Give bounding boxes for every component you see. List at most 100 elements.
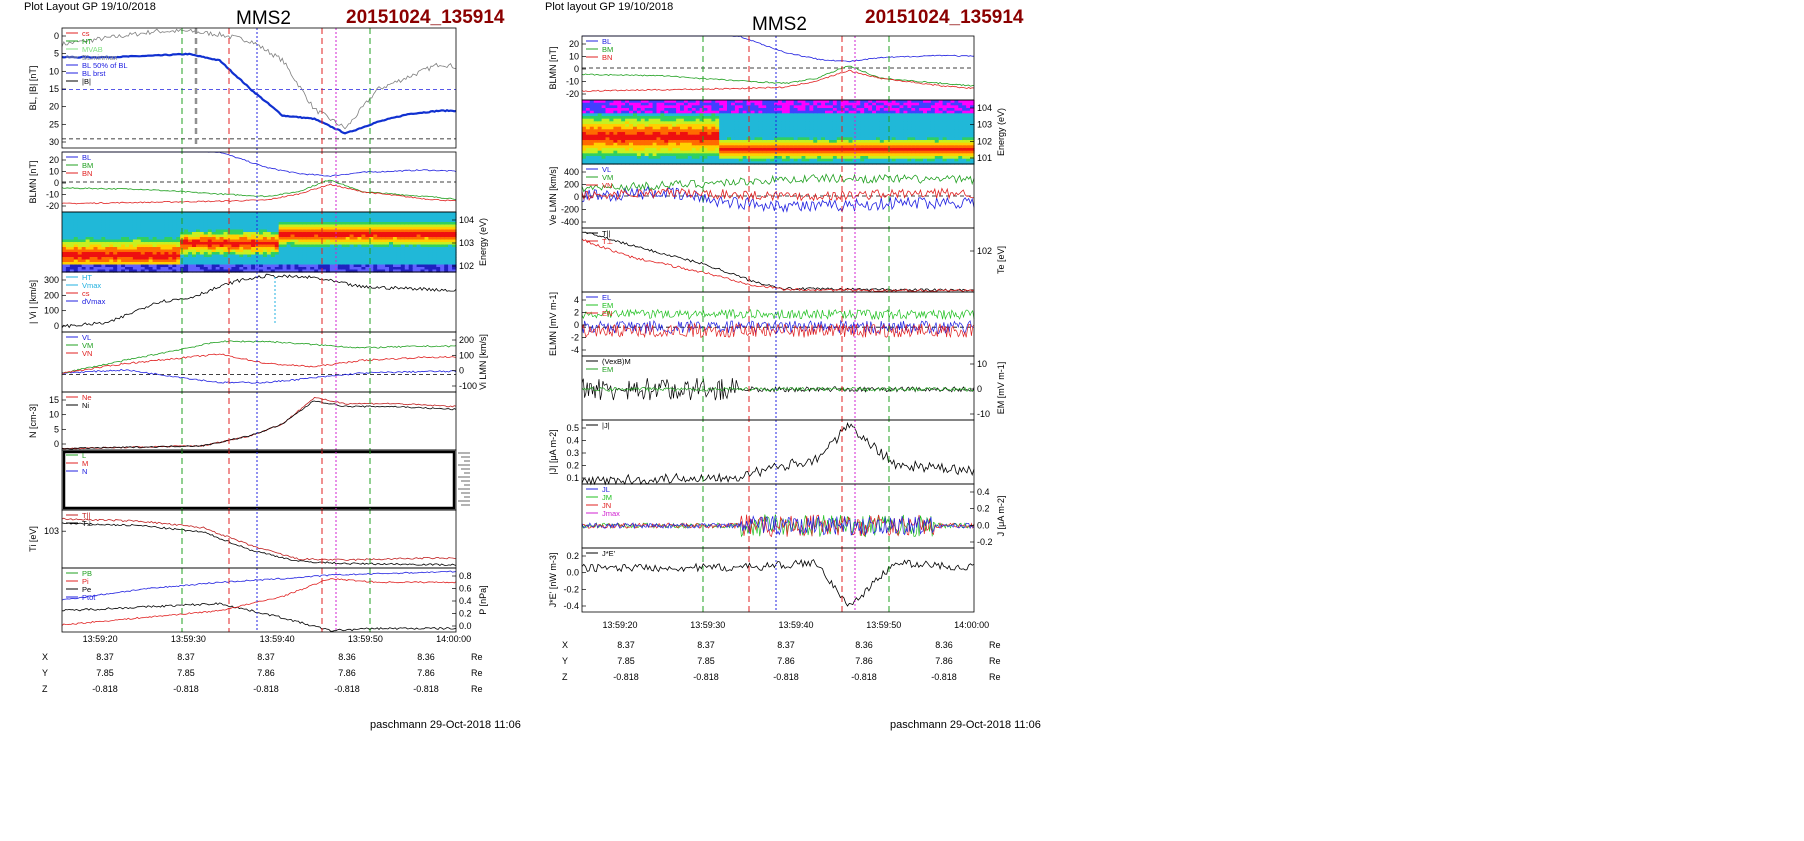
spectrogram-cell [895, 132, 901, 136]
spectrogram-cell [160, 212, 165, 216]
spectrogram-cell [156, 267, 162, 271]
spectrogram-cell [879, 116, 885, 120]
spectrogram-cell [93, 262, 98, 266]
spectrogram-cell [420, 214, 425, 218]
spectrogram-cell [640, 100, 646, 104]
spectrogram-cell [938, 118, 944, 122]
spectrogram-cell [633, 124, 638, 128]
spectrogram-cell [629, 158, 634, 162]
spectrogram-cell [589, 118, 595, 122]
spectrogram-cell [915, 148, 920, 152]
spectrogram-cell [396, 264, 402, 268]
spectrogram-cell [211, 229, 217, 233]
spectrogram-cell [361, 257, 366, 261]
spectrogram-cell [801, 129, 806, 133]
spectrogram-cell [919, 126, 924, 130]
spectrogram-cell [306, 269, 311, 273]
spectrogram-cell [762, 153, 767, 157]
spectrogram-cell [805, 150, 810, 154]
spectrogram-cell [778, 113, 783, 117]
spectrogram-cell [946, 105, 952, 109]
spectrogram-cell [793, 126, 799, 130]
spectrogram-cell [160, 264, 165, 268]
spectrogram-cell [774, 161, 779, 165]
spectrogram-cell [369, 234, 374, 238]
spectrogram-cell [848, 140, 854, 144]
spectrogram-cell [109, 217, 114, 221]
spectrogram-cell [664, 121, 669, 125]
spectrogram-cell [821, 153, 826, 157]
y-axis-label: N [cm-3] [28, 404, 38, 438]
spectrogram-cell [805, 158, 810, 162]
spectrogram-cell [805, 140, 810, 144]
spectrogram-cell [750, 116, 756, 120]
spectrogram-cell [290, 254, 295, 258]
spectrogram-cell [223, 259, 228, 263]
spectrogram-cell [848, 134, 854, 138]
spectrogram-cell [62, 229, 67, 233]
spectrogram-cell [282, 244, 288, 248]
spectrogram-cell [613, 110, 618, 114]
y-tick-label: -10 [46, 190, 59, 200]
spectrogram-cell [65, 222, 71, 226]
spectrogram-cell [758, 156, 763, 160]
spectrogram-cell [683, 110, 689, 114]
spectrogram-cell [742, 140, 748, 144]
left-ephem-unit: Re [471, 652, 483, 662]
spectrogram-cell [381, 242, 386, 246]
spectrogram-cell [907, 156, 912, 160]
spectrogram-cell [361, 259, 366, 263]
spectrogram-cell [101, 234, 106, 238]
spectrogram-cell [789, 126, 795, 130]
spectrogram-cell [840, 113, 846, 117]
spectrogram-cell [629, 156, 634, 160]
spectrogram-cell [911, 132, 916, 136]
spectrogram-cell [813, 153, 818, 157]
spectrogram-cell [801, 148, 806, 152]
spectrogram-cell [231, 249, 236, 253]
spectrogram-cell [231, 264, 236, 268]
spectrogram-cell [302, 232, 307, 236]
spectrogram-cell [781, 153, 787, 157]
spectrogram-cell [203, 247, 209, 251]
spectrogram-cell [950, 134, 955, 138]
spectrogram-cell [962, 134, 967, 138]
spectrogram-cell [923, 153, 928, 157]
spectrogram-cell [393, 244, 398, 248]
spectrogram-cell [203, 212, 209, 216]
spectrogram-cell [188, 257, 193, 261]
spectrogram-cell [412, 244, 418, 248]
spectrogram-cell [687, 124, 693, 128]
spectrogram-cell [754, 148, 759, 152]
spectrogram-cell [676, 140, 681, 144]
spectrogram-cell [601, 124, 607, 128]
spectrogram-cell [322, 217, 327, 221]
spectrogram-cell [668, 102, 673, 106]
spectrogram-cell [318, 257, 323, 261]
spectrogram-cell [73, 247, 79, 251]
left-panel-4-frame [61, 271, 457, 333]
spectrogram-cell [412, 249, 418, 253]
spectrogram-cell [136, 259, 142, 263]
spectrogram-cell [723, 102, 728, 106]
spectrogram-cell [369, 262, 374, 266]
spectrogram-cell [306, 227, 311, 231]
spectrogram-cell [440, 232, 445, 236]
spectrogram-cell [962, 161, 967, 165]
spectrogram-cell [934, 100, 940, 104]
spectrogram-cell [109, 219, 114, 223]
spectrogram-cell [813, 113, 818, 117]
spectrogram-cell [715, 113, 720, 117]
spectrogram-cell [436, 254, 441, 258]
spectrogram-cell [778, 118, 783, 122]
spectrogram-cell [711, 126, 716, 130]
spectrogram-cell [326, 244, 331, 248]
spectrogram-cell [923, 142, 928, 146]
spectrogram-cell [404, 247, 410, 251]
spectrogram-cell [105, 264, 110, 268]
spectrogram-cell [872, 126, 877, 130]
spectrogram-cell [196, 267, 201, 271]
spectrogram-cell [582, 118, 587, 122]
spectrogram-cell [699, 156, 705, 160]
spectrogram-cell [156, 239, 162, 243]
